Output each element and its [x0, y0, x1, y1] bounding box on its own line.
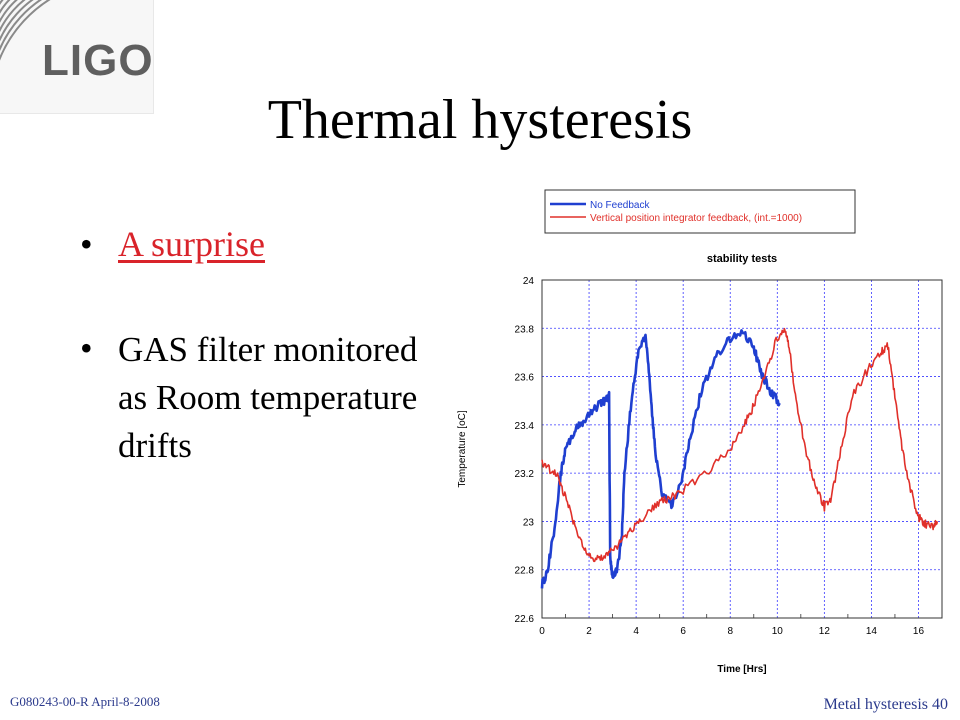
bullet-dot: • — [80, 328, 93, 368]
slide-title: Thermal hysteresis — [267, 89, 693, 151]
bullet-item-surprise: • A surprise — [80, 222, 460, 266]
series-line-integrator-feedback — [541, 327, 939, 563]
series — [540, 327, 939, 589]
bullet-text: GAS filter monitored as Room temperature… — [118, 330, 418, 465]
bullet-list: • A surprise • GAS filter monitored as R… — [80, 222, 460, 470]
x-tick-label: 10 — [772, 626, 784, 637]
grid — [542, 280, 942, 618]
x-tick-label: 0 — [539, 626, 545, 637]
footer-document-id: G080243-00-R April-8-2008 — [10, 694, 160, 709]
y-tick-label: 23.4 — [515, 421, 535, 432]
logo-text: LIGO — [42, 36, 154, 85]
ligo-logo: LIGO — [0, 0, 154, 114]
bullet-item-gas-filter: • GAS filter monitored as Room temperatu… — [80, 326, 460, 470]
x-tick-label: 2 — [586, 626, 592, 637]
x-tick-label: 8 — [727, 626, 733, 637]
axis-ticks: 0 2 4 6 8 10 12 14 1622.622.82323.223.423.623.82… — [515, 276, 925, 637]
x-tick-label: 16 — [913, 626, 925, 637]
x-tick-label: 12 — [819, 626, 831, 637]
x-tick-label: 14 — [866, 626, 878, 637]
y-tick-label: 23.8 — [515, 324, 535, 335]
chart-title: stability tests — [707, 253, 777, 265]
y-axis-label: Temperature [oC] — [457, 410, 468, 487]
legend-box — [544, 189, 856, 234]
bullet-dot: • — [80, 224, 93, 264]
surprise-link[interactable]: A surprise — [118, 224, 265, 264]
y-tick-label: 22.8 — [515, 566, 535, 577]
x-tick-label: 4 — [633, 626, 639, 637]
plot-frame — [541, 279, 943, 619]
y-tick-label: 23.6 — [515, 373, 535, 384]
y-tick-label: 22.6 — [515, 614, 535, 625]
legend-label-integrator-feedback: Vertical position integrator feedback, (… — [590, 213, 802, 224]
legend: No Feedback Vertical position integrator… — [544, 189, 856, 234]
x-axis-label: Time [Hrs] — [717, 664, 766, 675]
legend-label-no-feedback: No Feedback — [590, 200, 650, 211]
series-line-no-feedback — [540, 329, 781, 589]
y-tick-label: 23 — [523, 517, 535, 528]
y-tick-label: 24 — [523, 276, 535, 287]
footer-slide-number: Metal hysteresis 40 — [823, 696, 948, 713]
ligo-wave-arcs-icon — [0, 0, 51, 61]
x-tick-label: 6 — [680, 626, 686, 637]
stability-chart: No Feedback Vertical position integrator… — [457, 189, 943, 675]
y-tick-label: 23.2 — [515, 469, 535, 480]
